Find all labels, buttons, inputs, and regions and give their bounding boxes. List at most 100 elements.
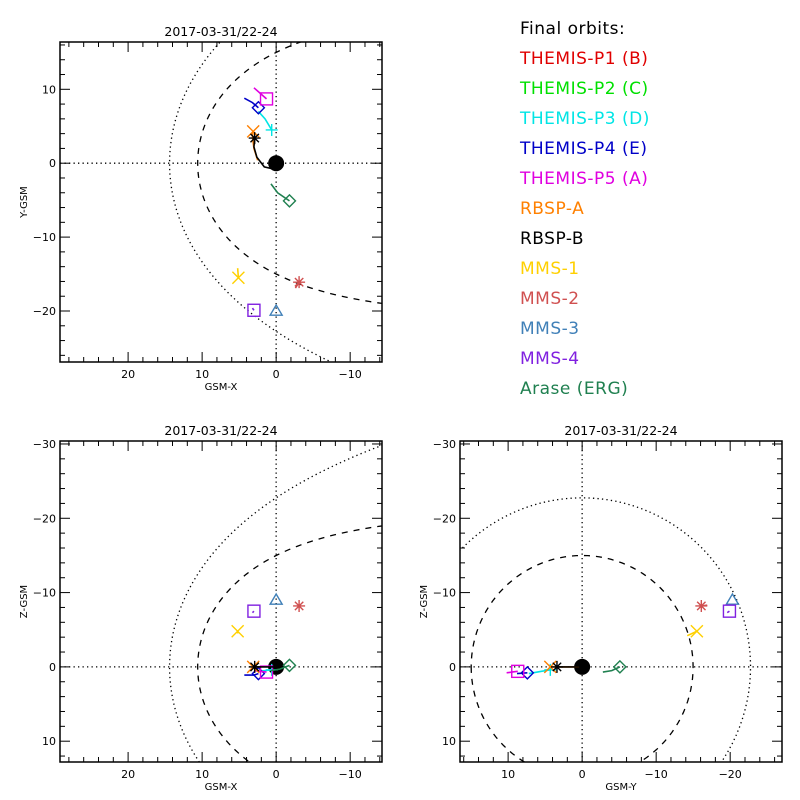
triangle-marker [725,592,740,605]
series-themis-p3-d- [257,110,278,136]
series-rbsp-b [550,660,583,673]
y-tick-label: 10 [42,735,56,748]
legend-item: MMS-1 [520,259,580,279]
axis-ticks [60,42,382,362]
y-tick-label: −30 [33,438,56,451]
y-tick-label: 0 [449,661,456,674]
x-marker [231,624,245,638]
x-tick-label: −10 [645,768,668,781]
legend-item: MMS-2 [520,289,580,309]
y-tick-label: −20 [433,512,456,525]
legend-item: THEMIS-P5 (A) [520,169,649,189]
plot-frame [59,41,383,363]
series-mms-2 [293,599,306,612]
series-mms-3 [268,303,284,316]
series-rbsp-a [246,124,260,161]
orbit-track [243,97,259,109]
magnetopause-boundary [470,554,694,762]
plot-area [60,441,382,762]
square-marker [247,303,261,317]
legend: Final orbits: THEMIS-P1 (B) THEMIS-P2 (C)… [520,14,650,399]
series-arase-erg- [270,658,297,673]
x-marker [231,271,245,285]
asterisk-marker [550,660,563,673]
axis-ticks [60,441,382,762]
legend-item: THEMIS-P1 (B) [520,49,649,69]
x-tick-label: 0 [579,768,586,781]
x-tick-label: 10 [195,368,209,381]
y-tick-label: −20 [33,512,56,525]
x-tick-label: 20 [121,768,135,781]
chart-title: 2017-03-31/22-24 [164,24,277,39]
plot-frame [459,440,783,763]
plot-area [60,42,382,362]
y-tick-label: 0 [49,157,56,170]
x-tick-label: −10 [339,368,362,381]
asterisk-marker [695,599,708,612]
bow-shock-boundary [168,444,382,762]
panel-bottom-right: 10 0 −10 −20 10 0 −10 −20 −30 2017-03-31/22-24 GSM… [419,423,783,793]
earth-marker [268,155,285,172]
x-marker [690,624,704,638]
x-tick-label: 20 [121,368,135,381]
series-mms-1 [231,268,245,285]
diamond-marker [251,100,266,115]
square-marker [259,92,274,106]
series-mms-4 [247,604,261,618]
chart-title: 2017-03-31/22-24 [164,423,277,438]
orbit-track [726,610,730,614]
diamond-marker [282,658,297,673]
square-marker [247,604,261,618]
series-mms-1 [231,624,245,638]
series-themis-p4-e- [243,97,266,115]
x-tick-label: 10 [501,768,515,781]
series-arase-erg- [602,659,627,674]
orbit-track [602,666,621,673]
square-marker [722,604,737,618]
legend-item: RBSP-B [520,229,585,249]
y-tick-label: −10 [433,587,456,600]
series-mms-1 [686,624,704,638]
orbit-track [270,664,290,672]
y-tick-label: 10 [442,735,456,748]
legend-item: THEMIS-P2 (C) [520,79,649,99]
asterisk-marker [293,276,306,289]
y-tick-label: 0 [49,661,56,674]
plot-area [460,441,782,762]
legend-item: THEMIS-P4 (E) [520,139,648,159]
square-marker [511,664,525,679]
series-arase-erg- [270,183,297,208]
x-tick-label: −10 [339,768,362,781]
orbit-track [244,672,259,676]
asterisk-marker [248,132,261,145]
series-mms-3 [725,592,740,605]
series-mms-4 [247,303,261,317]
orbit-track [251,307,255,311]
series-themis-p5-a- [506,664,525,679]
plot-frame [59,440,383,763]
panel-top-left: 20 10 0 −10 −20 −10 0 10 2017-03-31/22-24 GSM-X Y-… [19,24,383,393]
x-tick-label: 10 [195,768,209,781]
x-axis-label: GSM-X [205,782,238,793]
y-tick-label: −10 [33,231,56,244]
y-axis-label: Z-GSM [19,585,30,618]
x-axis-label: GSM-Y [605,782,637,793]
legend-item: MMS-4 [520,349,580,369]
x-tick-label: 0 [273,768,280,781]
x-tick-label: −20 [719,768,742,781]
triangle-marker [268,303,284,316]
x-tick-label: 0 [273,368,280,381]
chart-title: 2017-03-31/22-24 [564,423,677,438]
legend-item: THEMIS-P3 (D) [520,109,650,129]
y-tick-label: 10 [42,83,56,96]
series-themis-p5-a- [253,87,274,106]
panel-bottom-left: 20 10 0 −10 10 0 −10 −20 −30 2017-03-31/22-24 GSM-… [19,423,383,793]
legend-title: Final orbits: [520,19,626,39]
series-rbsp-b [248,660,274,673]
asterisk-marker [248,660,261,673]
bow-shock-boundary [168,42,333,362]
legend-item: RBSP-A [520,199,585,219]
orbit-track [236,268,240,278]
triangle-marker [268,592,284,605]
